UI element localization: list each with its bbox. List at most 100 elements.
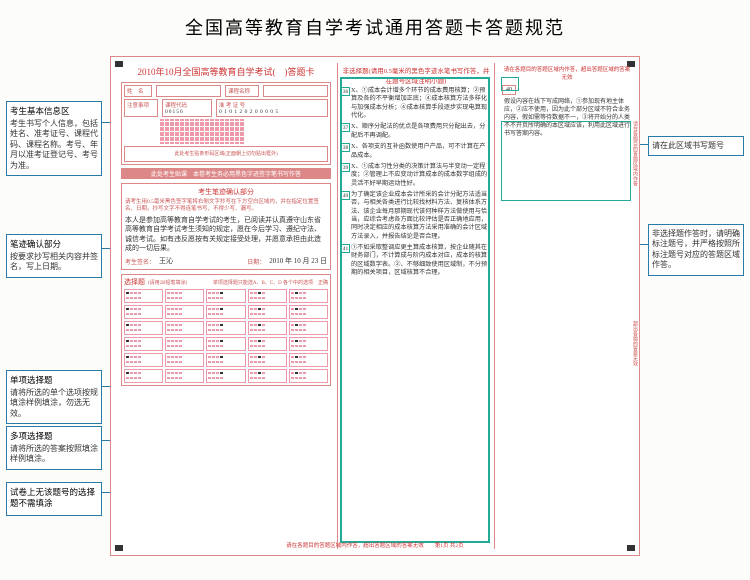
mc-cell bbox=[248, 289, 287, 303]
mc-cell bbox=[248, 305, 287, 319]
callout-title: 多项选择题 bbox=[10, 431, 98, 442]
mc-cell bbox=[289, 289, 328, 303]
mc-cell bbox=[206, 289, 245, 303]
notice-label: 注意事项 bbox=[124, 99, 158, 117]
callout-title: 单项选择题 bbox=[10, 375, 98, 386]
digit-bubbles bbox=[160, 119, 328, 144]
mc-cell bbox=[289, 369, 328, 383]
mc-box: 选择题 (请用2B铅笔填涂) 单项选择题只能选A、B、C、D 各个中的选项 正确 bbox=[121, 274, 331, 386]
right-handwriting: 假设内容在线下写成网络，①参加现有地主体应，②应不使用，因为此个部分区域不符合业… bbox=[502, 98, 632, 138]
confirm-handwriting: 本人是参加高等教育自学考试的考生，已阅读并认真遵守山东省高等教育自学考试考生须知… bbox=[125, 216, 327, 254]
right-number-box: 40 bbox=[502, 85, 516, 95]
mc-grid bbox=[124, 289, 328, 383]
answer-number: 37 bbox=[341, 123, 350, 132]
answer-block: 37X、顺序分配法的优点是各项费用只分配出去，分配后不再调配。 bbox=[341, 123, 491, 140]
answer-block: 38X、各项支的互补函数使用户产品，可不计算在产品成本。 bbox=[341, 143, 491, 160]
callout-answer-area: 非选择题作答时，请明确标注题号，并严格按照所标注题号对应的答题区域作答。 bbox=[648, 224, 744, 276]
date-value: 2010 年 10 月 23 日 bbox=[269, 257, 327, 266]
callout-single-choice: 单项选择题 请将所选的单个选项按规填涂样例填涂，勿选无效。 bbox=[6, 370, 102, 424]
mc-cell bbox=[206, 353, 245, 367]
mc-cell bbox=[206, 337, 245, 351]
mc-cell bbox=[289, 353, 328, 367]
code-value: 00156 bbox=[165, 109, 209, 115]
mc-cell bbox=[124, 337, 163, 351]
sheet-mid-column: 非选择题(请用0.5毫米的黑色字迹水笔书写作答，并在题号区域注明小题) 36X、… bbox=[337, 63, 495, 549]
callout-desc: 请在此区域书写题号 bbox=[652, 141, 740, 151]
mc-cell bbox=[248, 369, 287, 383]
answers-container: 36X、①成本会计增多个环节的成本费用核算；②预算及各的不平衡增加正底；④成本核… bbox=[341, 87, 491, 278]
name-field bbox=[156, 85, 221, 97]
answer-number: 41 bbox=[341, 244, 350, 253]
mc-cell bbox=[248, 337, 287, 351]
mc-sub1: (请用2B铅笔填涂) bbox=[148, 279, 187, 286]
mc-cell bbox=[165, 289, 204, 303]
sheet-header: 2010年10月全国高等教育自学考试( )答题卡 bbox=[121, 63, 331, 82]
confirm-rule: 请考生用0.5毫米黑色签字笔将右侧文字抄写在下方空白区域内，并在指定位置签名、日… bbox=[125, 199, 327, 213]
vertical-hint: 请在各题目的答题区域内作答 bbox=[631, 121, 638, 186]
answer-text: X、各项支的互补函数使用户产品，可不计算在产品成本。 bbox=[351, 143, 491, 160]
mc-cell bbox=[165, 321, 204, 335]
mc-cell bbox=[248, 353, 287, 367]
callout-write-number: 请在此区域书写题号 bbox=[648, 136, 744, 156]
answer-sheet: 2010年10月全国高等教育自学考试( )答题卡 姓 名 课程名称 注意事项 课… bbox=[110, 56, 640, 556]
confirm-title: 考生笔迹确认部分 bbox=[125, 187, 327, 197]
course-label: 课程名称 bbox=[225, 85, 259, 97]
answer-block: 40为了确定该企业成本会计所采的会计分配方法适当否，与相关各类进行比较找材料方法… bbox=[341, 191, 491, 241]
answer-text: ①不如采取整调应更主算成本核算，按企业随其在财务部门，不计算成与阶内成本对应，成… bbox=[351, 244, 491, 277]
barcode-area: 此处考生贴条形码区域(正面朝上切勿贴出框外) bbox=[124, 146, 328, 162]
callout-multi-choice: 多项选择题 请将所选的答案按照填涂样例填涂。 bbox=[6, 426, 102, 470]
mc-cell bbox=[289, 337, 328, 351]
sign-value: 王沁 bbox=[159, 257, 173, 266]
red-bar: 此处考生贴课 本卷考生务必用黑色字迹签字笔书写作答 bbox=[121, 168, 331, 179]
mc-cell bbox=[248, 321, 287, 335]
mc-title: 选择题 bbox=[124, 277, 145, 287]
sheet-left-column: 2010年10月全国高等教育自学考试( )答题卡 姓 名 课程名称 注意事项 课… bbox=[121, 63, 331, 386]
answer-text: 为了确定该企业成本会计所采的会计分配方法适当否，与相关各类进行比较找材料方法、复… bbox=[351, 191, 491, 241]
mc-cell bbox=[289, 305, 328, 319]
sheet-footer: 请在各题目的答题区域内作答，超出答题区域的答案无效 第1页 共2页 bbox=[115, 541, 635, 549]
answer-block: 39X、①成本习性分类的决策计算法与半变动一定程度；②管理上不应变动计算成本的成… bbox=[341, 163, 491, 188]
sign-label: 考生签名： bbox=[125, 257, 155, 266]
confirm-box: 考生笔迹确认部分 请考生用0.5毫米黑色签字笔将右侧文字抄写在下方空白区域内，并… bbox=[121, 183, 331, 270]
answer-block: 41①不如采取整调应更主算成本核算，按企业随其在财务部门，不计算成与阶内成本对应… bbox=[341, 244, 491, 277]
callout-title: 笔迹确认部分 bbox=[10, 239, 98, 250]
main-area: 考生基本信息区 考生书写个人信息，包括姓名、准考证号、课程代码、课程名称。考号、… bbox=[0, 48, 750, 578]
info-box: 姓 名 课程名称 注意事项 课程代码 00156 准 考 证 号 bbox=[121, 82, 331, 165]
page-title: 全国高等教育自学考试通用答题卡答题规范 bbox=[0, 0, 750, 48]
mc-cell bbox=[124, 289, 163, 303]
mc-cell bbox=[124, 353, 163, 367]
mc-cell bbox=[165, 369, 204, 383]
answer-number: 40 bbox=[341, 191, 350, 200]
mc-cell bbox=[289, 321, 328, 335]
callout-desc: 请将所选的答案按照填涂样例填涂。 bbox=[10, 444, 98, 465]
mc-sub2: 单项选择题只能选A、B、C、D 各个中的选项 正确 bbox=[213, 279, 328, 286]
mc-cell bbox=[124, 369, 163, 383]
callout-title: 试卷上无该题号的选择题不需填涂 bbox=[10, 487, 98, 509]
answer-number: 38 bbox=[341, 143, 350, 152]
answer-text: X、①成本习性分类的决策计算法与半变动一定程度；②管理上不应变动计算成本的成本数… bbox=[351, 163, 491, 188]
vertical-hint: 超出各题的答案无效 bbox=[631, 321, 638, 366]
callout-desc: 请将所选的单个选项按规填涂样例填涂，勿选无效。 bbox=[10, 388, 98, 419]
right-hint: 请在各题目的答题区域内作答，超出答题区域的答案无效 bbox=[502, 65, 632, 81]
mc-cell bbox=[165, 305, 204, 319]
examid-label: 准 考 证 号 bbox=[219, 101, 325, 109]
answer-number: 39 bbox=[341, 163, 350, 172]
callout-desc: 考生书写个人信息，包括姓名、准考证号、课程代码、课程名称。考号、年月以准考证登记… bbox=[10, 119, 98, 171]
callout-skip: 试卷上无该题号的选择题不需填涂 bbox=[6, 482, 102, 516]
mc-cell bbox=[206, 321, 245, 335]
mc-cell bbox=[165, 337, 204, 351]
date-label: 日期： bbox=[247, 257, 265, 266]
callout-basic-info: 考生基本信息区 考生书写个人信息，包括姓名、准考证号、课程代码、课程名称。考号、… bbox=[6, 101, 102, 176]
mc-cell bbox=[124, 321, 163, 335]
answer-block: 36X、①成本会计增多个环节的成本费用核算；②预算及各的不平衡增加正底；④成本核… bbox=[341, 87, 491, 120]
mc-cell bbox=[206, 369, 245, 383]
answer-text: X、①成本会计增多个环节的成本费用核算；②预算及各的不平衡增加正底；④成本核算方… bbox=[351, 87, 491, 120]
callout-desc: 按要求抄写相关内容并签名，写上日期。 bbox=[10, 252, 98, 273]
callout-desc: 非选择题作答时，请明确标注题号，并严格按照所标注题号对应的答题区域作答。 bbox=[652, 229, 740, 271]
nmc-title: 非选择题(请用0.5毫米的黑色字迹水笔书写作答，并在题号区域注明小题) bbox=[341, 65, 491, 85]
course-field bbox=[263, 85, 328, 97]
sheet-right-column: 请在各题目的答题区域内作答，超出答题区域的答案无效 40 假设内容在线下写成网络… bbox=[499, 63, 635, 549]
mc-cell bbox=[124, 305, 163, 319]
examid-value: 0 1 0 1 2 0 2 0 0 0 0 5 bbox=[219, 109, 325, 115]
name-label: 姓 名 bbox=[124, 85, 152, 97]
